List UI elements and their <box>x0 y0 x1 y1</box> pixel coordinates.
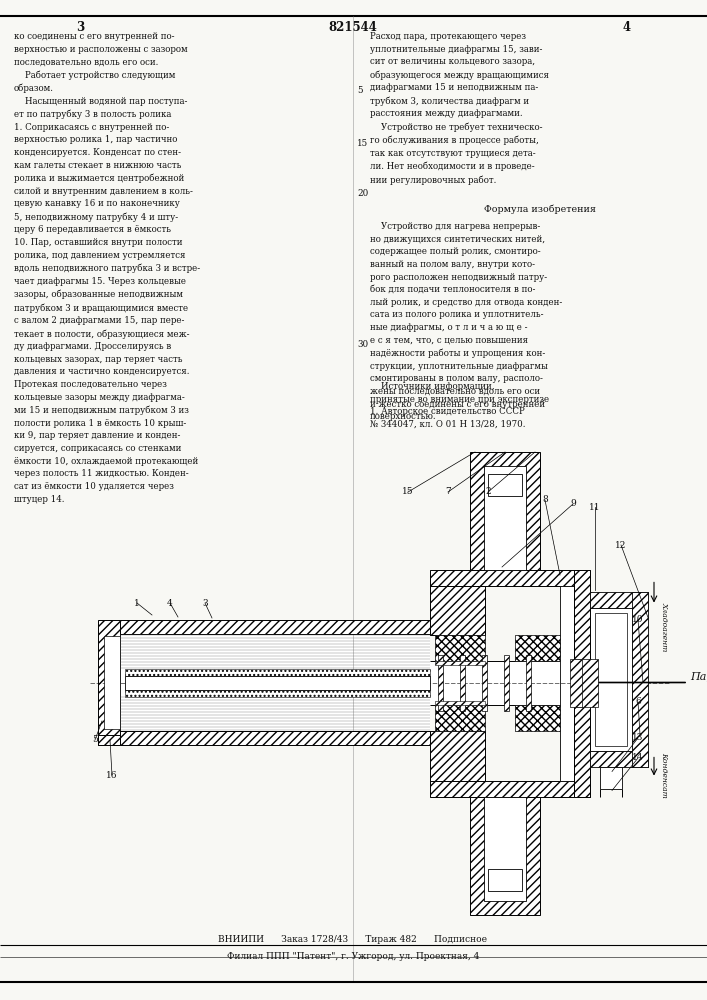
Bar <box>482 654 487 710</box>
Text: 11: 11 <box>589 502 601 512</box>
Text: Формула изобретения: Формула изобретения <box>484 205 596 215</box>
Bar <box>570 658 582 706</box>
Bar <box>590 750 648 766</box>
Bar <box>574 570 590 797</box>
Bar <box>104 636 120 729</box>
Bar <box>574 658 598 706</box>
Bar <box>430 781 590 797</box>
Text: 5: 5 <box>357 86 363 95</box>
Text: Источники информации,
принятые во внимание при экспертизе
1. Авторское свидетель: Источники информации, принятые во вниман… <box>370 382 549 429</box>
Text: 20: 20 <box>357 189 368 198</box>
Text: Хладоагент: Хладоагент <box>660 602 668 652</box>
Bar <box>470 797 540 915</box>
Bar <box>590 607 632 750</box>
Bar <box>435 704 485 730</box>
Bar <box>488 869 522 891</box>
Text: Конденсат: Конденсат <box>660 752 668 798</box>
Bar <box>435 635 485 660</box>
Bar <box>430 570 590 586</box>
Bar <box>120 620 430 634</box>
Text: 7: 7 <box>445 488 451 496</box>
Bar <box>125 690 430 696</box>
Bar <box>460 654 465 710</box>
Text: Расход пара, протекающего через
уплотнительные диафрагмы 15, зави-
сит от величи: Расход пара, протекающего через уплотнит… <box>370 32 549 185</box>
Text: 12: 12 <box>615 540 626 550</box>
Text: ВНИИПИ      Заказ 1728/43      Тираж 482      Подписное: ВНИИПИ Заказ 1728/43 Тираж 482 Подписное <box>218 935 488 944</box>
Bar <box>590 591 648 607</box>
Text: Устройство для нагрева непрерыв-
но движущихся синтетических нитей,
содержащее п: Устройство для нагрева непрерыв- но движ… <box>370 222 562 421</box>
Text: 8: 8 <box>542 495 548 504</box>
Text: 6: 6 <box>635 698 641 706</box>
Text: Пар: Пар <box>690 672 707 682</box>
Text: 30: 30 <box>357 340 368 349</box>
Text: Филиал ППП "Патент", г. Ужгород, ул. Проектная, 4: Филиал ППП "Патент", г. Ужгород, ул. Про… <box>227 952 479 961</box>
Bar <box>430 730 485 781</box>
Bar <box>560 586 574 781</box>
Bar <box>600 766 622 788</box>
Text: 4: 4 <box>623 21 631 34</box>
Bar <box>504 654 509 710</box>
Bar <box>632 591 648 766</box>
Text: 15: 15 <box>357 139 368 148</box>
Bar <box>515 635 560 660</box>
Text: 3: 3 <box>202 598 208 607</box>
Bar <box>484 466 526 570</box>
Bar <box>484 797 526 901</box>
Text: 16: 16 <box>106 770 118 780</box>
Bar <box>435 700 485 704</box>
Bar <box>430 586 485 635</box>
Text: 13: 13 <box>632 734 643 742</box>
Text: 5: 5 <box>92 736 98 744</box>
Text: 4: 4 <box>167 598 173 607</box>
Bar <box>515 704 560 730</box>
Bar <box>430 660 574 704</box>
Bar <box>98 620 120 745</box>
Bar <box>120 731 430 745</box>
Bar <box>435 660 485 664</box>
Text: 14: 14 <box>632 754 644 762</box>
Bar <box>488 474 522 496</box>
Bar <box>595 612 627 746</box>
Text: 10: 10 <box>632 615 644 624</box>
Text: 9: 9 <box>570 499 576 508</box>
Bar <box>98 735 120 745</box>
Text: 1: 1 <box>134 598 140 607</box>
Bar <box>438 654 443 710</box>
Bar <box>526 654 531 710</box>
Text: 2: 2 <box>485 488 491 496</box>
Text: 15: 15 <box>402 488 414 496</box>
Text: ко соединены с его внутренней по-
верхностью и расположены с зазором
последовате: ко соединены с его внутренней по- верхно… <box>14 32 200 504</box>
Text: 821544: 821544 <box>329 21 378 34</box>
Bar <box>470 452 540 570</box>
Bar <box>125 676 430 690</box>
Bar <box>120 634 430 731</box>
Bar <box>125 668 430 676</box>
Text: 3: 3 <box>76 21 84 34</box>
